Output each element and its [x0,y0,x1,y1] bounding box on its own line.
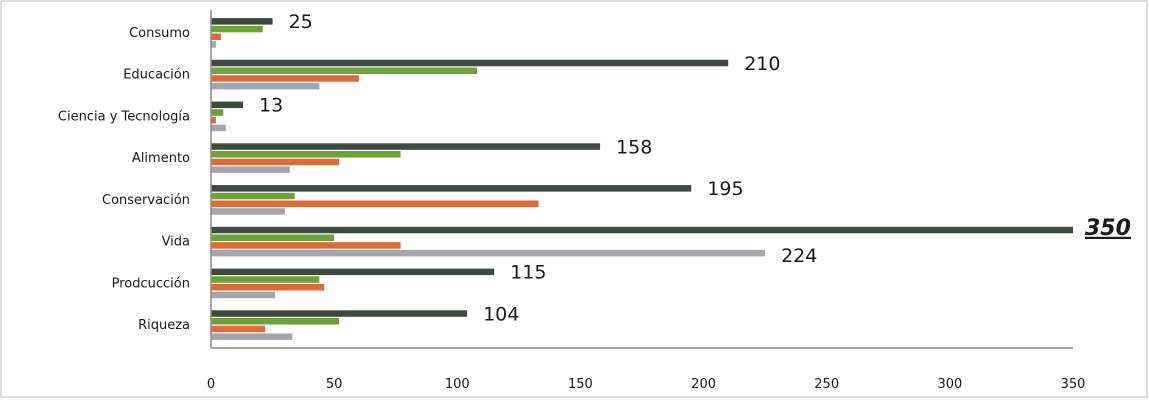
bar-4-5 [211,250,765,257]
category-label: Conservación [102,193,190,208]
bar-3-1 [211,75,359,82]
x-tick-label: 0 [207,377,215,392]
x-tick-label: 250 [814,377,839,392]
category-label: Ciencia y Tecnología [58,109,190,124]
data-label: 25 [289,11,313,33]
bar-4-7 [211,333,292,340]
bar-2-4 [211,193,295,200]
category-label: Educación [123,68,190,83]
bar-1-4 [211,185,691,192]
bar-2-7 [211,318,339,325]
bar-3-3 [211,159,339,166]
bar-1-1 [211,60,728,67]
bar-1-5 [211,227,1073,234]
x-tick-label: 300 [937,377,962,392]
data-label: 195 [707,178,743,200]
bar-1-6 [211,269,494,276]
bar-3-6 [211,284,324,291]
bar-3-0 [211,34,221,41]
bar-2-6 [211,276,319,283]
bar-4-1 [211,83,319,90]
bar-3-7 [211,326,265,333]
bar-2-2 [211,109,223,116]
category-label: Alimento [132,151,190,166]
x-tick-label: 100 [445,377,470,392]
data-label: 350 [1085,216,1131,241]
category-label: Vida [162,235,190,250]
data-label: 210 [744,53,780,75]
bar-1-3 [211,143,600,150]
bar-2-0 [211,26,263,33]
extra-data-label: 224 [781,245,817,267]
bar-2-1 [211,68,477,75]
bar-2-3 [211,151,401,158]
bar-2-5 [211,235,334,242]
data-label: 104 [483,303,519,325]
bar-3-5 [211,242,401,249]
x-tick-label: 350 [1061,377,1086,392]
category-label: Consumo [129,26,190,41]
category-label: Riqueza [138,318,190,333]
bar-3-4 [211,201,539,208]
data-label: 115 [510,262,546,284]
bar-4-4 [211,208,285,215]
bar-1-2 [211,102,243,109]
bar-1-7 [211,310,467,317]
x-tick-label: 150 [568,377,593,392]
x-tick-label: 200 [691,377,716,392]
data-label: 13 [259,95,283,117]
bar-4-3 [211,166,290,173]
category-label: Prodcucción [112,276,190,291]
bar-4-6 [211,292,275,299]
bar-1-0 [211,18,273,25]
bar-4-2 [211,125,226,132]
data-label: 158 [616,136,652,158]
x-tick-label: 50 [326,377,343,392]
